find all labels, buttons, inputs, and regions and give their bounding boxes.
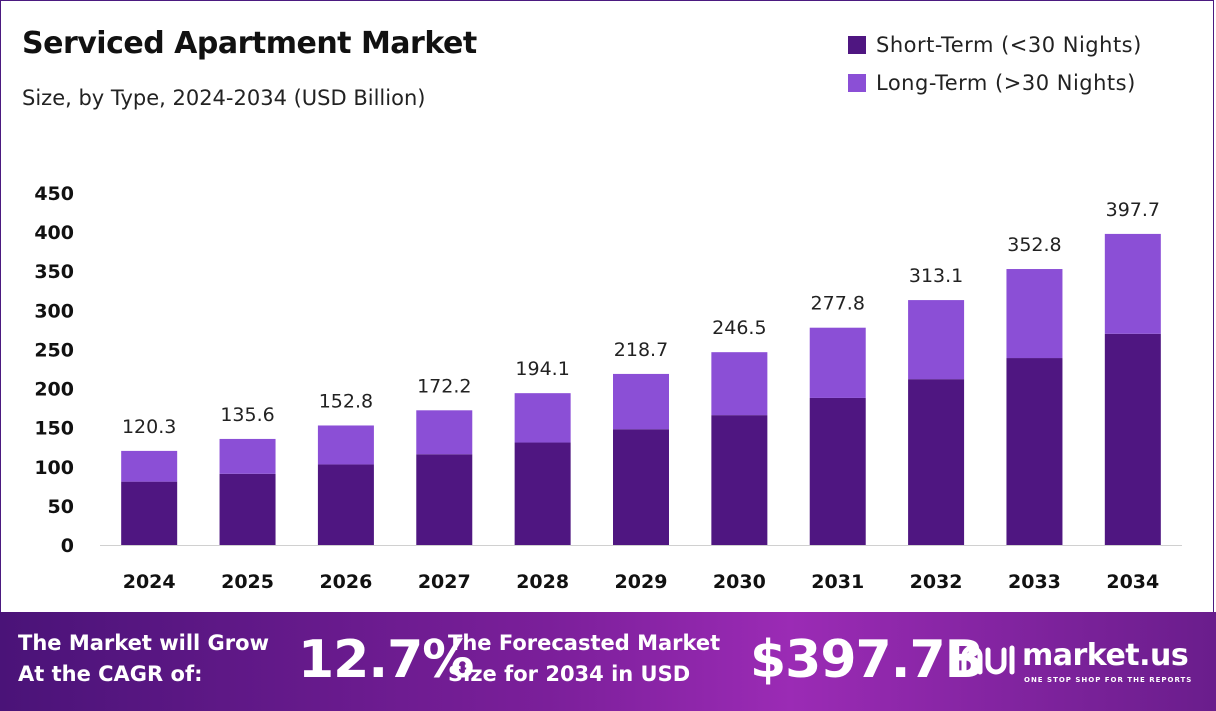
bar-short-term (711, 415, 768, 545)
cagr-label: The Market will Grow At the CAGR of: (18, 631, 269, 686)
x-tick-label: 2032 (910, 571, 963, 593)
x-tick-label: 2024 (123, 571, 176, 593)
bar-short-term (219, 473, 276, 545)
forecast-size-value: $397.7B (750, 630, 984, 690)
y-tick-label: 50 (48, 496, 74, 518)
market-us-logo-icon (961, 645, 1015, 675)
bar-long-term (514, 393, 571, 443)
brand-logo[interactable]: market.us ONE STOP SHOP FOR THE REPORTS (960, 636, 1200, 692)
bar-short-term (317, 464, 374, 545)
x-tick-label: 2029 (615, 571, 668, 593)
bar-short-term (514, 442, 571, 545)
x-tick-label: 2034 (1106, 571, 1159, 593)
chart-subtitle: Size, by Type, 2024-2034 (USD Billion) (22, 86, 426, 110)
y-tick-label: 300 (34, 300, 74, 322)
y-tick-label: 100 (34, 457, 74, 479)
bar-long-term (416, 410, 473, 455)
x-tick-label: 2027 (418, 571, 471, 593)
total-data-label: 172.2 (417, 375, 471, 397)
bar-long-term (1006, 269, 1063, 359)
bar-short-term (1006, 358, 1063, 545)
bar-long-term (809, 327, 866, 398)
total-data-label: 246.5 (712, 317, 766, 339)
bar-long-term (613, 373, 669, 430)
x-tick-label: 2028 (516, 571, 569, 593)
x-tick-label: 2033 (1008, 571, 1061, 593)
legend-item-long-term: Long-Term (>30 Nights) (848, 64, 1178, 102)
legend-swatch-short-term (848, 36, 866, 54)
cagr-value: 12.7% (298, 630, 474, 690)
footer-banner: The Market will Grow At the CAGR of: 12.… (0, 612, 1216, 711)
total-data-label: 277.8 (811, 293, 865, 315)
bar-long-term (1104, 233, 1161, 334)
bar-short-term (809, 397, 866, 545)
legend-label-short-term: Short-Term (<30 Nights) (876, 33, 1142, 57)
forecast-size-label: The Forecasted Market Size for 2034 in U… (448, 631, 721, 686)
legend-swatch-long-term (848, 74, 866, 92)
total-data-label: 313.1 (909, 265, 963, 287)
x-tick-label: 2026 (319, 571, 372, 593)
total-data-label: 194.1 (515, 358, 569, 380)
bar-long-term (219, 438, 276, 474)
y-tick-label: 450 (34, 183, 74, 205)
legend-item-short-term: Short-Term (<30 Nights) (848, 26, 1178, 64)
x-tick-label: 2031 (811, 571, 864, 593)
total-data-label: 120.3 (122, 416, 176, 438)
bar-long-term (908, 300, 965, 380)
bar-short-term (121, 481, 178, 545)
chart-title: Serviced Apartment Market (22, 26, 477, 61)
total-data-label: 135.6 (220, 404, 274, 426)
bar-short-term (908, 379, 965, 545)
y-tick-label: 0 (61, 535, 74, 557)
bar-chart: 0 50 100 150 200 250 300 350 400 450 120.3 2024 135.… (34, 183, 1182, 593)
total-data-label: 152.8 (319, 390, 373, 412)
y-tick-label: 200 (34, 379, 74, 401)
total-data-label: 352.8 (1007, 234, 1061, 256)
y-tick-label: 250 (34, 339, 74, 361)
bar-short-term (1104, 333, 1161, 545)
y-tick-label: 350 (34, 261, 74, 283)
x-tick-label: 2030 (713, 571, 766, 593)
total-data-label: 397.7 (1106, 199, 1160, 221)
legend-label-long-term: Long-Term (>30 Nights) (876, 71, 1136, 95)
bar-long-term (121, 450, 178, 482)
bar-long-term (711, 352, 768, 416)
bar-short-term (613, 429, 669, 545)
legend: Short-Term (<30 Nights) Long-Term (>30 N… (848, 26, 1178, 102)
brand-tagline: ONE STOP SHOP FOR THE REPORTS (1024, 676, 1193, 684)
brand-name: market.us (1022, 638, 1189, 673)
y-tick-label: 150 (34, 418, 74, 440)
bar-long-term (317, 425, 374, 465)
y-tick-label: 400 (34, 222, 74, 244)
bar-short-term (416, 454, 473, 545)
x-tick-label: 2025 (221, 571, 274, 593)
total-data-label: 218.7 (614, 339, 668, 361)
